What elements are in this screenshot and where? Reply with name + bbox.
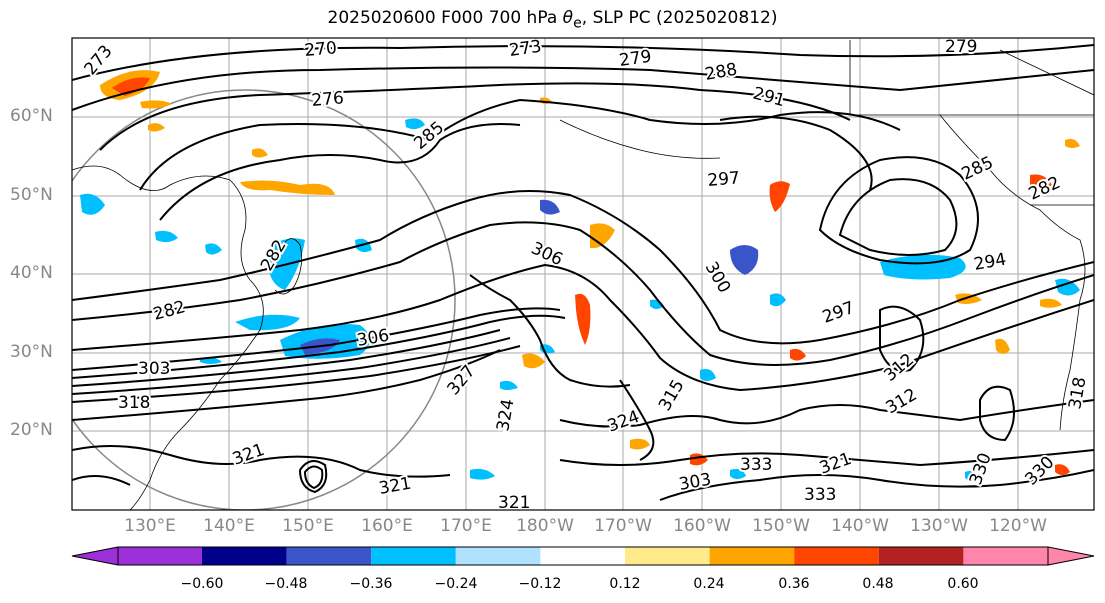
lon-label-170e: 170°E [440, 516, 492, 536]
cool-anomaly [205, 243, 222, 255]
colorbar-segment [202, 547, 287, 565]
lon-label-140e: 140°E [203, 516, 255, 536]
lon-label-160e: 160°E [361, 516, 413, 536]
warm-anomaly [575, 293, 591, 345]
colorbar-tick-label: 0.48 [862, 576, 894, 592]
cool-anomaly [770, 293, 786, 307]
colorbar-segment [118, 547, 202, 565]
warm-anomaly [140, 100, 172, 109]
colorbar-extend-high [1047, 546, 1095, 566]
cool-anomaly [540, 199, 560, 215]
title-suffix: , SLP PC (2025020812) [581, 8, 778, 28]
theta-e-contours [72, 44, 1094, 501]
warm-anomaly [995, 338, 1010, 354]
warm-anomaly [148, 123, 165, 132]
colorbar-tick-label: −0.24 [434, 576, 478, 592]
cool-anomaly [730, 245, 759, 275]
colorbar-segment [286, 547, 372, 565]
cool-anomaly [730, 468, 746, 479]
warm-anomaly [1065, 138, 1080, 148]
lon-label-170w: 170°W [594, 516, 652, 536]
lon-label-180w: 180°W [516, 516, 574, 536]
colorbar-tick-label: 0.36 [778, 576, 810, 592]
cool-anomaly [965, 470, 980, 481]
contour-label: 333 [804, 485, 836, 505]
colorbar [71, 546, 1095, 566]
contour-label: 279 [945, 37, 977, 57]
colorbar-frame [117, 546, 1049, 566]
contour-label: 297 [707, 168, 741, 191]
lon-label-130w: 130°W [910, 516, 968, 536]
title-prefix: 2025020600 F000 700 hPa [327, 8, 563, 28]
lat-label-40n: 40°N [10, 263, 53, 283]
colorbar-segment [963, 547, 1048, 565]
colorbar-segment [794, 547, 879, 565]
colorbar-segment [878, 547, 964, 565]
warm-anomaly [790, 348, 806, 361]
colorbar-tick-label: −0.60 [180, 576, 224, 592]
cool-anomaly [1055, 278, 1080, 296]
contour-label: 276 [311, 88, 345, 111]
warm-anomaly [240, 180, 335, 195]
colorbar-segment [709, 547, 795, 565]
range-circle [72, 89, 456, 510]
contour-label: 318 [118, 393, 150, 413]
lon-label-140w: 140°W [831, 516, 889, 536]
warm-anomaly-core [112, 77, 150, 96]
colorbar-extend-low [71, 546, 119, 566]
colorbar-segment [540, 547, 625, 565]
colorbar-tick-label: 0.60 [947, 576, 979, 592]
cool-anomaly [700, 369, 716, 381]
warm-anomaly [1040, 298, 1062, 308]
colorbar-segment [455, 547, 541, 565]
lon-label-160w: 160°W [673, 516, 731, 536]
cool-anomaly [470, 468, 495, 480]
lon-label-120w: 120°W [989, 516, 1047, 536]
warm-anomaly [1030, 174, 1052, 189]
colorbar-tick-label: 0.12 [609, 576, 641, 592]
lon-label-130e: 130°E [124, 516, 176, 536]
warm-anomaly [630, 438, 650, 450]
colorbar-tick-label: 0.24 [693, 576, 725, 592]
lat-label-20n: 20°N [10, 420, 53, 440]
cool-anomaly [500, 380, 518, 390]
title-theta: θ [562, 8, 574, 28]
cool-anomaly [405, 118, 425, 130]
lat-label-60n: 60°N [10, 106, 53, 126]
lat-label-50n: 50°N [10, 185, 53, 205]
warm-anomaly [522, 353, 545, 369]
colorbar-segment [625, 547, 710, 565]
warm-anomaly [769, 181, 790, 212]
lon-label-150e: 150°E [282, 516, 334, 536]
cool-anomaly [235, 314, 300, 331]
warm-anomaly [252, 148, 268, 158]
lon-label-150w: 150°W [752, 516, 810, 536]
warm-anomaly [1055, 464, 1070, 475]
cool-anomaly [155, 230, 178, 243]
lat-label-30n: 30°N [10, 342, 53, 362]
colorbar-tick-label: −0.48 [264, 576, 308, 592]
title-subscript: e [573, 15, 582, 32]
contour-label: 303 [138, 359, 170, 379]
colorbar-tick-label: −0.12 [518, 576, 562, 592]
contour-label: 270 [304, 38, 338, 61]
colorbar-segment [371, 547, 456, 565]
contour-label: 321 [498, 493, 530, 513]
colorbar-tick-label: −0.36 [349, 576, 393, 592]
contour-label: 333 [740, 455, 772, 475]
map-frame [71, 37, 1095, 511]
cool-anomaly [80, 193, 105, 215]
map-title: 2025020600 F000 700 hPa θe, SLP PC (2025… [0, 8, 1105, 31]
